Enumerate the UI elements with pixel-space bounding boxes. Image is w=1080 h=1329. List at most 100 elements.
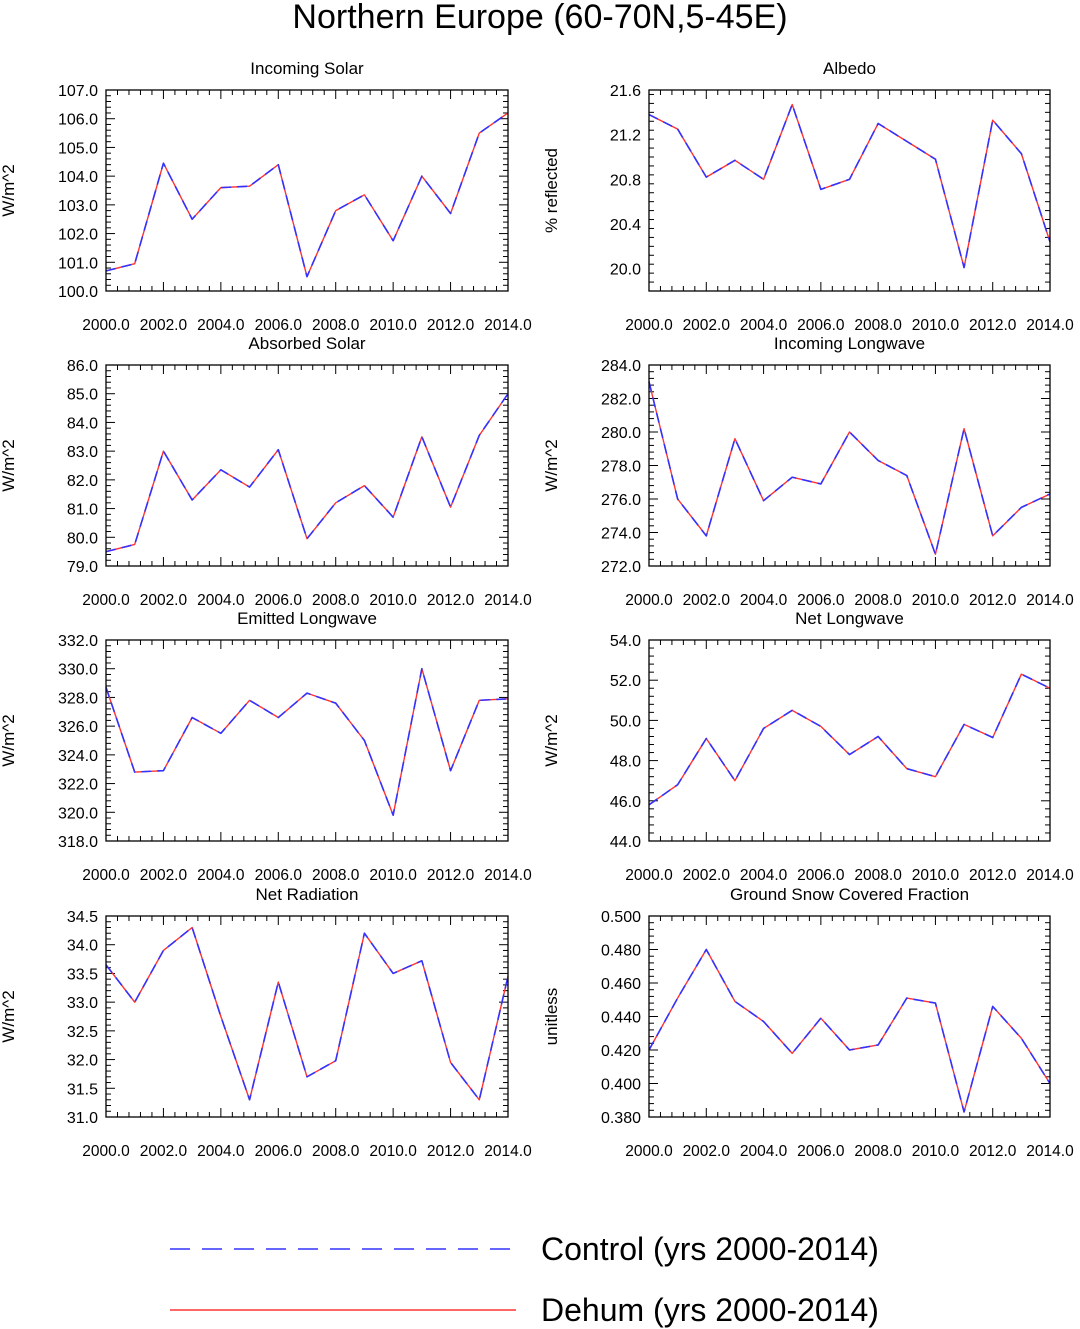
y-axis-label: unitless — [542, 988, 561, 1046]
y-tick-label: 20.8 — [610, 172, 641, 189]
panel-title: Albedo — [823, 59, 876, 78]
plot-frame — [105, 639, 509, 842]
panel-title: Incoming Solar — [250, 59, 364, 78]
panel-4: Incoming Longwave W/m^2 272.0 274.0 276.0 278… — [542, 334, 1074, 609]
x-tick-label: 2012.0 — [969, 1143, 1017, 1160]
y-axis-label: W/m^2 — [542, 439, 561, 491]
panel-1: Incoming Solar W/m^2 100.0 101.0 102.0 103.0 1… — [0, 59, 532, 334]
y-tick-label: 84.0 — [67, 415, 98, 432]
x-tick-label: 2010.0 — [369, 317, 417, 334]
x-tick-label: 2012.0 — [969, 317, 1017, 334]
x-tick-label: 2008.0 — [312, 317, 360, 334]
y-tick-label: 20.0 — [610, 262, 641, 279]
x-tick-label: 2006.0 — [255, 317, 303, 334]
panel-6: Net Longwave W/m^2 44.0 46.0 48.0 50.0 52.0 54.… — [542, 609, 1074, 884]
x-tick-label: 2002.0 — [683, 867, 731, 884]
series-dehum-line — [105, 926, 509, 1101]
x-tick-label: 2008.0 — [854, 867, 902, 884]
x-tick-label: 2008.0 — [854, 1143, 902, 1160]
series-control-line — [648, 673, 1051, 806]
x-tick-label: 2002.0 — [140, 1143, 188, 1160]
panel-title: Absorbed Solar — [248, 334, 366, 353]
series-control-line — [648, 948, 1051, 1113]
plot-frame — [648, 89, 1051, 292]
y-tick-label: 326.0 — [58, 719, 98, 736]
x-tick-label: 2012.0 — [427, 317, 475, 334]
x-tick-label: 2008.0 — [312, 1143, 360, 1160]
x-tick-label: 2010.0 — [369, 592, 417, 609]
y-tick-label: 284.0 — [601, 358, 641, 375]
x-tick-label: 2010.0 — [369, 1143, 417, 1160]
x-tick-label: 2012.0 — [427, 592, 475, 609]
x-tick-label: 2014.0 — [1026, 317, 1074, 334]
panel-3: Absorbed Solar W/m^2 79.0 80.0 81.0 82.0 83.0 8… — [0, 334, 532, 609]
y-tick-label: 101.0 — [58, 255, 98, 272]
x-tick-label: 2014.0 — [484, 1143, 532, 1160]
plot-frame — [105, 89, 509, 292]
y-tick-label: 81.0 — [67, 502, 98, 519]
y-tick-label: 85.0 — [67, 387, 98, 404]
y-tick-label: 332.0 — [58, 633, 98, 650]
y-tick-label: 21.6 — [610, 83, 641, 100]
series-control-line — [105, 926, 509, 1101]
y-tick-label: 0.500 — [601, 909, 641, 926]
y-tick-label: 320.0 — [58, 805, 98, 822]
y-tick-label: 32.0 — [67, 1053, 98, 1070]
x-tick-label: 2010.0 — [912, 592, 960, 609]
y-tick-label: 0.440 — [601, 1010, 641, 1027]
panel-title: Emitted Longwave — [237, 609, 377, 628]
x-tick-label: 2006.0 — [797, 317, 845, 334]
panel-title: Incoming Longwave — [774, 334, 925, 353]
y-tick-label: 100.0 — [58, 284, 98, 301]
plot-frame — [105, 364, 509, 567]
x-tick-label: 2008.0 — [312, 867, 360, 884]
series-dehum-line — [105, 668, 509, 816]
y-tick-label: 322.0 — [58, 777, 98, 794]
x-tick-label: 2000.0 — [625, 1143, 673, 1160]
y-tick-label: 82.0 — [67, 473, 98, 490]
x-tick-label: 2012.0 — [427, 867, 475, 884]
y-tick-label: 102.0 — [58, 227, 98, 244]
x-tick-label: 2004.0 — [740, 1143, 788, 1160]
series-dehum-line — [105, 393, 509, 553]
y-tick-label: 86.0 — [67, 358, 98, 375]
x-tick-label: 2004.0 — [197, 317, 245, 334]
series-dehum-line — [648, 103, 1051, 269]
y-tick-label: 0.480 — [601, 943, 641, 960]
y-tick-label: 33.5 — [67, 966, 98, 983]
x-tick-label: 2010.0 — [912, 1143, 960, 1160]
y-tick-label: 104.0 — [58, 169, 98, 186]
plot-frame — [648, 639, 1051, 842]
y-tick-label: 0.400 — [601, 1077, 641, 1094]
series-dehum-line — [105, 112, 509, 278]
y-tick-label: 83.0 — [67, 444, 98, 461]
y-tick-label: 328.0 — [58, 690, 98, 707]
y-tick-label: 276.0 — [601, 492, 641, 509]
panel-title: Ground Snow Covered Fraction — [730, 885, 969, 904]
y-tick-label: 80.0 — [67, 530, 98, 547]
x-tick-label: 2014.0 — [484, 592, 532, 609]
legend: Control (yrs 2000-2014) Dehum (yrs 2000-2… — [170, 1231, 879, 1328]
panel-title: Net Radiation — [255, 885, 358, 904]
x-tick-label: 2010.0 — [912, 317, 960, 334]
series-control-line — [105, 393, 509, 553]
y-tick-label: 21.2 — [610, 128, 641, 145]
x-tick-label: 2000.0 — [82, 317, 130, 334]
y-tick-label: 31.0 — [67, 1110, 98, 1127]
y-tick-label: 48.0 — [610, 754, 641, 771]
x-tick-label: 2004.0 — [740, 867, 788, 884]
x-tick-label: 2004.0 — [197, 867, 245, 884]
y-tick-label: 106.0 — [58, 112, 98, 129]
y-tick-label: 33.0 — [67, 995, 98, 1012]
x-tick-label: 2014.0 — [484, 317, 532, 334]
y-tick-label: 324.0 — [58, 748, 98, 765]
series-control-line — [105, 667, 509, 816]
y-axis-label: W/m^2 — [0, 164, 18, 216]
x-tick-label: 2014.0 — [484, 867, 532, 884]
panel-2: Albedo % reflected 20.0 20.4 20.8 21.2 21.6 200… — [542, 59, 1074, 334]
x-tick-label: 2000.0 — [82, 867, 130, 884]
y-tick-label: 20.4 — [610, 217, 641, 234]
x-tick-label: 2014.0 — [1026, 592, 1074, 609]
x-tick-label: 2002.0 — [140, 317, 188, 334]
